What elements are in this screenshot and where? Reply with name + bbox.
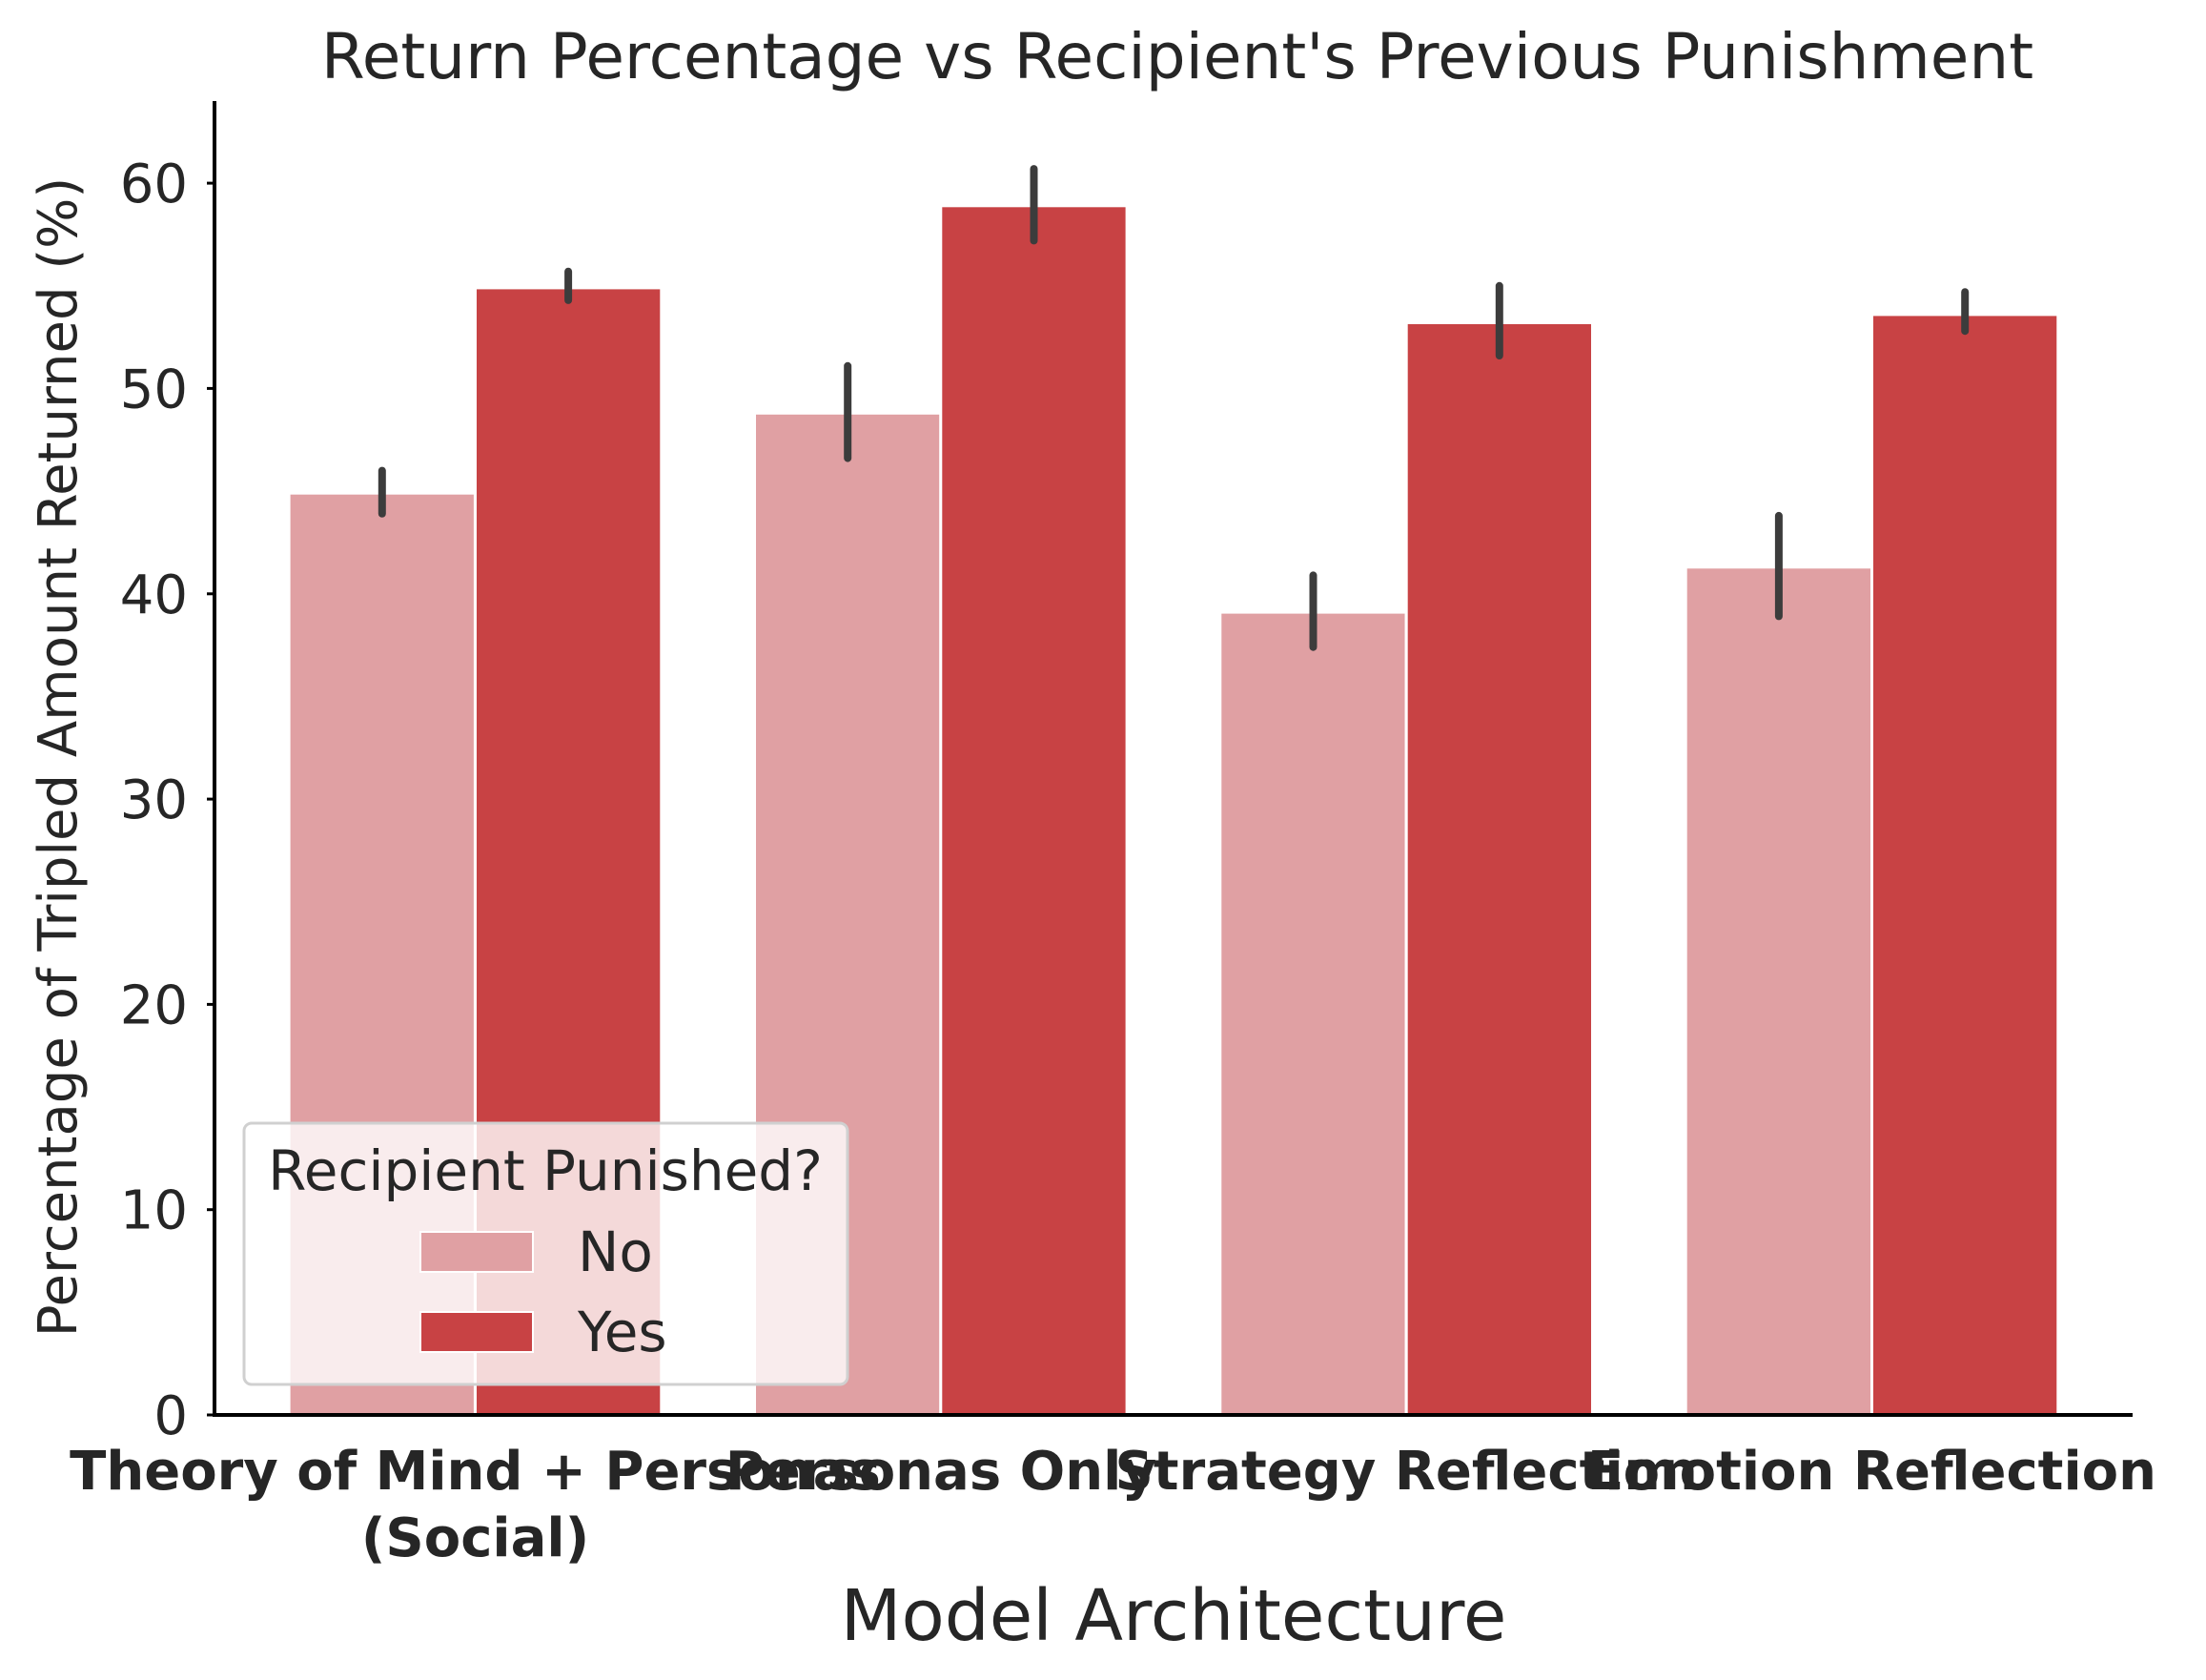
bar-yes-2: [1404, 321, 1594, 1417]
bar-yes-3: [1870, 313, 2060, 1417]
legend-frame: [242, 1121, 849, 1386]
y-tick-label-40: 40: [120, 564, 188, 626]
y-tick-label-20: 20: [120, 974, 188, 1036]
legend-swatch-yes: [419, 1311, 534, 1353]
y-tick-label-10: 10: [120, 1180, 188, 1242]
x-axis-title: Model Architecture: [841, 1575, 1507, 1657]
y-tick-label-50: 50: [120, 359, 188, 420]
legend-swatch-no: [419, 1231, 534, 1273]
x-category-label-0-1: (Social): [361, 1507, 589, 1569]
legend: Recipient Punished? No Yes: [242, 1121, 849, 1386]
y-tick-label-0: 0: [153, 1385, 188, 1447]
x-category-label-0-0: Theory of Mind + Personas: [70, 1441, 881, 1503]
bar-no-3: [1684, 565, 1873, 1417]
x-category-labels: Theory of Mind + Personas(Social) Persona…: [70, 1441, 2156, 1569]
errorbars-layer: [378, 165, 1970, 651]
x-category-label-1-0: Personas Only: [725, 1441, 1156, 1503]
y-axis-title: Percentage of Tripled Amount Returned (%…: [28, 177, 90, 1337]
bar-yes-1: [939, 204, 1129, 1417]
legend-title: Recipient Punished?: [268, 1138, 823, 1203]
bar-no-2: [1218, 610, 1408, 1417]
y-tick-labels: 0 10 20 30 40 50 60: [120, 154, 214, 1447]
y-tick-label-60: 60: [120, 154, 188, 215]
y-tick-label-30: 30: [120, 769, 188, 831]
x-category-label-2-0: Strategy Reflection: [1114, 1441, 1697, 1503]
chart-title: Return Percentage vs Recipient's Previou…: [321, 20, 2033, 93]
x-category-label-3-0: Emotion Reflection: [1587, 1441, 2156, 1503]
legend-label-yes: Yes: [577, 1300, 667, 1364]
legend-label-no: No: [578, 1219, 653, 1284]
